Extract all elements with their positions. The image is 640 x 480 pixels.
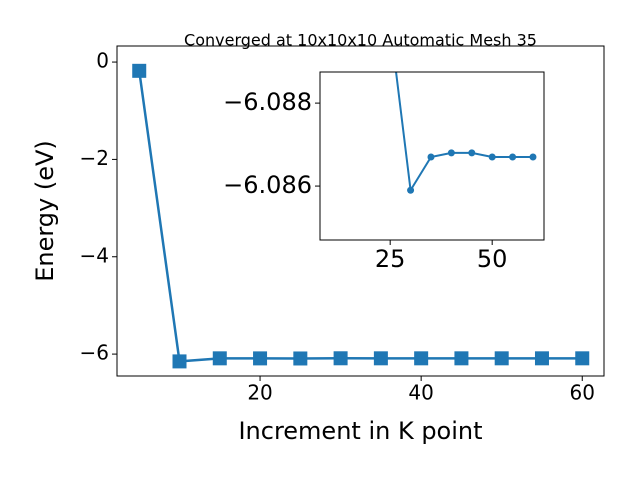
marker	[454, 351, 469, 366]
marker	[293, 351, 308, 366]
plot-content	[132, 63, 590, 369]
x-tick-label: 60	[570, 381, 595, 405]
marker	[447, 149, 455, 157]
y-axis-label: Energy (eV)	[31, 140, 59, 282]
marker	[488, 153, 496, 161]
marker	[575, 351, 590, 366]
chart-title: Converged at 10x10x10 Automatic Mesh 35	[184, 31, 537, 50]
x-axis-label: Increment in K point	[238, 417, 482, 445]
y-tick-label: −6	[80, 341, 109, 365]
marker	[172, 354, 187, 369]
y-tick-label: −2	[80, 146, 109, 170]
plot-content	[387, 21, 537, 194]
marker	[373, 351, 388, 366]
marker	[132, 63, 147, 78]
x-tick-label: 50	[477, 245, 508, 273]
marker	[407, 186, 415, 194]
marker	[468, 149, 476, 157]
marker	[427, 153, 435, 161]
marker	[509, 153, 517, 161]
marker	[387, 21, 394, 28]
y-tick-label: 0	[96, 49, 109, 73]
x-tick-label: 25	[375, 245, 406, 273]
x-tick-label: 20	[247, 381, 272, 405]
marker	[529, 153, 537, 161]
axes-frame	[319, 71, 545, 241]
x-tick-label: 40	[408, 381, 433, 405]
marker	[253, 351, 268, 366]
marker	[333, 351, 348, 366]
y-tick-label: −6.088	[223, 88, 312, 116]
y-tick-label: −4	[80, 243, 109, 267]
y-tick-label: −6.086	[223, 171, 312, 199]
marker	[534, 351, 549, 366]
axes-frame	[116, 45, 605, 377]
marker	[494, 351, 509, 366]
marker	[414, 351, 429, 366]
marker	[212, 351, 227, 366]
